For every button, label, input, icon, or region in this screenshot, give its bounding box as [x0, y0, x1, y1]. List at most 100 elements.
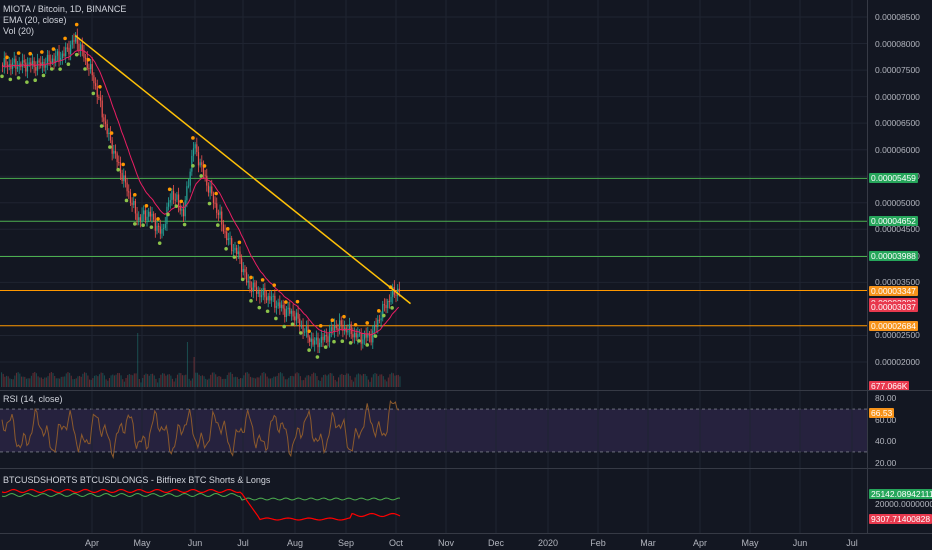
candle-body — [136, 213, 138, 221]
candle-body — [222, 224, 224, 232]
volume-bar — [186, 342, 189, 387]
shorts-longs-axis[interactable]: 20000.00000000 25142.08942111 9307.714008… — [867, 469, 932, 533]
volume-bar — [176, 374, 179, 387]
signal-dot — [16, 76, 21, 80]
signal-dot — [51, 47, 56, 51]
price-tick-label: 0.00007000 — [875, 91, 920, 102]
volume-bar — [329, 372, 331, 387]
time-axis-label: Dec — [487, 538, 505, 548]
candle-body — [340, 320, 342, 325]
candle-body — [244, 269, 246, 273]
volume-bar — [127, 375, 129, 387]
volume-bar — [278, 373, 280, 387]
candle-body — [109, 133, 112, 141]
candle-body — [55, 55, 57, 63]
volume-bar — [190, 380, 192, 387]
signal-dot — [377, 309, 381, 313]
candle-body — [327, 336, 329, 342]
candle-body — [294, 316, 296, 321]
signal-dot — [50, 67, 54, 71]
signal-dot — [108, 145, 112, 149]
signal-dot — [182, 222, 187, 227]
volume-bar — [306, 375, 308, 387]
signal-dot — [249, 299, 253, 303]
shorts-longs-value-tag[interactable]: 9307.71400828 — [869, 514, 932, 524]
price-label-tag[interactable]: 677.066K — [869, 381, 910, 391]
price-axis[interactable]: 0.00008500 0.00008000 0.00007500 0.00007000… — [867, 0, 932, 391]
price-label-tag[interactable]: 0.00003988 — [869, 251, 918, 262]
candle-body — [36, 60, 39, 71]
volume-bar — [298, 373, 300, 387]
volume-bar — [311, 373, 313, 387]
candle-body — [58, 51, 60, 61]
signal-dot — [179, 199, 184, 204]
shorts-longs-value-tag[interactable]: 25142.08942111 — [869, 489, 932, 499]
price-tick-label: 0.00006000 — [875, 144, 920, 155]
volume-bar — [301, 380, 303, 387]
rsi-legend[interactable]: RSI (14, close) — [3, 394, 63, 404]
candle-body — [45, 64, 47, 68]
time-axis-label: Feb — [590, 538, 606, 548]
volume-bar — [162, 373, 164, 387]
rsi-chart[interactable] — [0, 391, 867, 468]
candle-body — [68, 47, 70, 55]
volume-bar — [231, 373, 233, 387]
price-label-tag[interactable]: 0.00002684 — [869, 320, 918, 331]
volume-bar — [20, 376, 23, 387]
time-axis-label: Jul — [846, 538, 858, 548]
price-label-tag[interactable]: 0.00004652 — [869, 216, 918, 227]
signal-dot — [191, 136, 195, 140]
volume-bar — [250, 376, 252, 387]
candle-body — [274, 295, 276, 308]
price-tick-label: 0.00006500 — [875, 118, 920, 129]
time-axis-label: Nov — [437, 538, 455, 548]
rsi-band — [0, 409, 867, 452]
volume-bar — [181, 375, 184, 387]
symbol-title[interactable]: MIOTA / Bitcoin, 1D, BINANCE — [3, 4, 127, 14]
price-label-tag[interactable]: 0.00003347 — [869, 285, 918, 296]
signal-dot — [274, 316, 278, 321]
price-label-tag[interactable]: 0.00003037 — [869, 301, 918, 312]
volume-bar — [200, 375, 202, 387]
signal-dot — [202, 164, 207, 168]
candle-body — [362, 339, 364, 344]
candle-body — [176, 194, 178, 200]
volume-bar — [165, 375, 167, 387]
candle-body — [2, 64, 4, 68]
candle-body — [247, 281, 249, 283]
candle-body — [134, 201, 136, 214]
volume-bar — [196, 372, 198, 387]
signal-dot — [237, 240, 242, 245]
rsi-value-tag[interactable]: 66.53 — [869, 407, 895, 418]
candle-body — [101, 100, 103, 118]
signal-dot — [318, 323, 323, 328]
volume-legend[interactable]: Vol (20) — [3, 26, 35, 36]
volume-bar — [211, 372, 213, 387]
candle-body — [270, 296, 273, 301]
time-axis-label: Jul — [237, 538, 249, 548]
rsi-axis[interactable]: 80.00 60.00 40.00 20.00 66.53 — [867, 391, 932, 468]
candle-body — [355, 332, 357, 338]
price-label-tag[interactable]: 0.00005459 — [869, 173, 918, 184]
pane-separator[interactable] — [0, 468, 932, 469]
signal-dot — [295, 299, 300, 304]
price-chart[interactable] — [0, 0, 867, 390]
volume-bar — [105, 379, 107, 387]
ema-legend[interactable]: EMA (20, close) — [3, 15, 67, 25]
candle-body — [141, 214, 143, 221]
candle-body — [61, 53, 63, 58]
candle-body — [229, 238, 231, 240]
candle-body — [207, 185, 210, 193]
shorts-longs-legend[interactable]: BTCUSDSHORTS BTCUSDLONGS - Bitfinex BTC … — [3, 475, 271, 485]
volume-bar — [44, 377, 46, 387]
signal-dot — [8, 77, 13, 82]
candle-body — [217, 212, 219, 215]
candle-body — [304, 331, 306, 333]
volume-bar — [183, 375, 185, 387]
shorts-longs-chart[interactable] — [0, 469, 867, 533]
candle-body — [41, 61, 44, 67]
pane-separator[interactable] — [0, 390, 932, 391]
candle-body — [118, 162, 120, 164]
candle-body — [191, 155, 193, 172]
volume-bar — [7, 376, 9, 387]
